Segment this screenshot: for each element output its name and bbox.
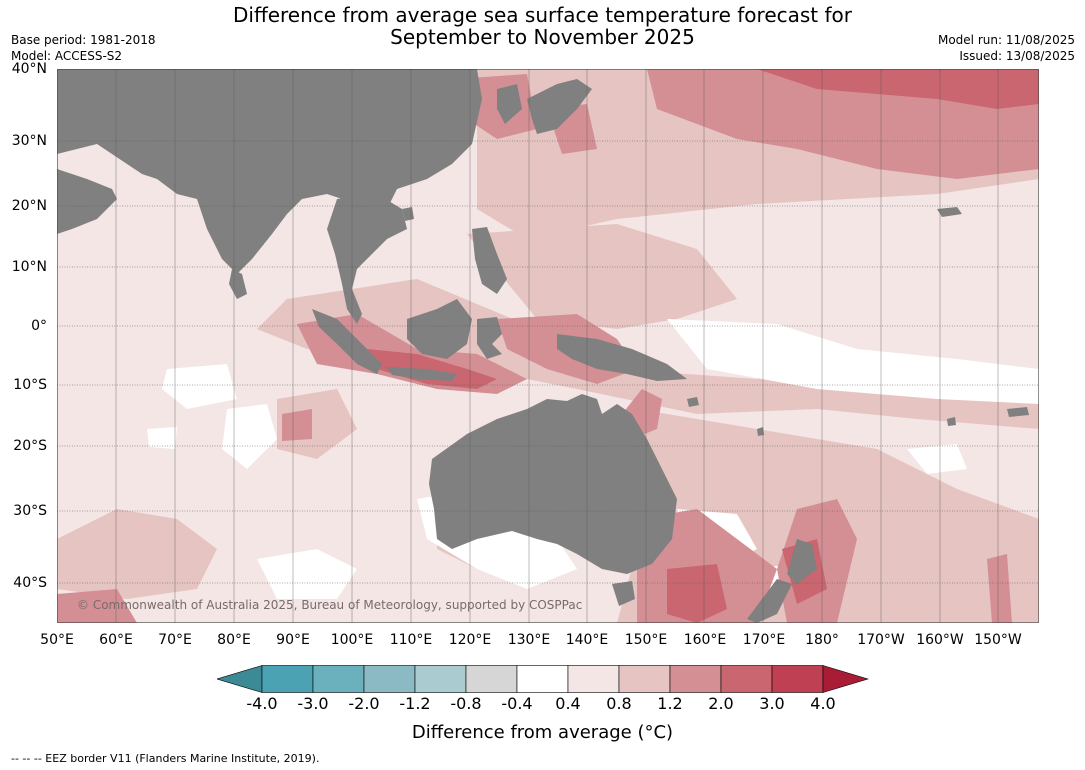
lon-label-160w: 160°W [916, 632, 964, 648]
colorbar-tick-6: -0.4 [501, 694, 533, 713]
colorbar-tick-10: 2.0 [708, 694, 734, 713]
lat-label-40n: 40°N [11, 61, 47, 77]
lon-label-110e: 110°E [389, 632, 433, 648]
lat-label-10s: 10°S [13, 377, 47, 393]
graticule [57, 140, 1039, 584]
colorbar-label: Difference from average (°C) [411, 722, 674, 743]
lon-label-60e: 60°E [99, 632, 133, 648]
model-name: Model: ACCESS-S2 [11, 49, 123, 63]
lat-label-40s: 40°S [13, 575, 47, 591]
copyright-notice: © Commonwealth of Australia 2025, Bureau… [77, 598, 583, 612]
lon-label-140e: 140°E [565, 632, 609, 648]
colorbar-tick-3: -2.0 [348, 694, 380, 713]
colorbar-segment [567, 665, 620, 693]
lat-label-10n: 10°N [11, 259, 47, 275]
lon-label-160e: 160°E [683, 632, 727, 648]
colorbar-tick-4: -1.2 [399, 694, 431, 713]
lon-label-120e: 120°E [448, 632, 492, 648]
lat-label-20n: 20°N [11, 198, 47, 214]
colorbar-tick-7: 0.4 [555, 694, 581, 713]
meta-left: Base period: 1981-2018 Model: ACCESS-S2 [11, 32, 156, 64]
colorbar-segment [312, 665, 365, 693]
lat-label-30n: 30°N [11, 133, 47, 149]
lat-label-30s: 30°S [13, 503, 47, 519]
lon-label-180: 180° [805, 632, 839, 648]
title-line-1: Difference from average sea surface temp… [232, 3, 852, 27]
colorbar-tick-1: -4.0 [246, 694, 278, 713]
sst-anomaly-map [57, 69, 1039, 623]
colorbar-tick-9: 1.2 [657, 694, 683, 713]
base-period: Base period: 1981-2018 [11, 33, 156, 47]
lon-label-170e: 170°E [742, 632, 786, 648]
colorbar-segment [669, 665, 722, 693]
lat-label-0: 0° [31, 318, 47, 334]
colorbar-tick-12: 4.0 [810, 694, 836, 713]
colorbar-segment [465, 665, 518, 693]
colorbar-segment [516, 665, 569, 693]
lon-label-80e: 80°E [217, 632, 251, 648]
eez-footnote: -- -- -- EEZ border V11 (Flanders Marine… [11, 752, 320, 765]
colorbar-segment [618, 665, 671, 693]
meta-right: Model run: 11/08/2025 Issued: 13/08/2025 [938, 32, 1075, 64]
colorbar-segment [261, 665, 314, 693]
model-run: Model run: 11/08/2025 [937, 33, 1075, 47]
lon-label-130e: 130°E [507, 632, 551, 648]
title-line-2: September to November 2025 [390, 25, 695, 49]
lon-label-150e: 150°E [624, 632, 668, 648]
colorbar-segment [771, 665, 824, 693]
colorbar-tick-5: -0.8 [450, 694, 482, 713]
issued-date: Issued: 13/08/2025 [959, 49, 1075, 63]
colorbar-tick-2: -3.0 [297, 694, 329, 713]
colorbar-arrow-right [822, 665, 869, 693]
lon-label-100e: 100°E [330, 632, 374, 648]
colorbar-segment [363, 665, 416, 693]
colorbar-arrow-left [217, 665, 263, 693]
meridians [115, 69, 999, 623]
colorbar-tick-8: 0.8 [606, 694, 632, 713]
land-masses [57, 69, 1029, 623]
colorbar [217, 665, 869, 693]
chart-title: Difference from average sea surface temp… [0, 4, 1085, 48]
lon-label-170w: 170°W [857, 632, 905, 648]
lon-label-50e: 50°E [40, 632, 74, 648]
lon-label-70e: 70°E [158, 632, 192, 648]
colorbar-segment [414, 665, 467, 693]
lon-label-90e: 90°E [276, 632, 310, 648]
lat-label-20s: 20°S [13, 438, 47, 454]
lon-label-150w: 150°W [974, 632, 1022, 648]
colorbar-segment [720, 665, 773, 693]
colorbar-tick-11: 3.0 [759, 694, 785, 713]
